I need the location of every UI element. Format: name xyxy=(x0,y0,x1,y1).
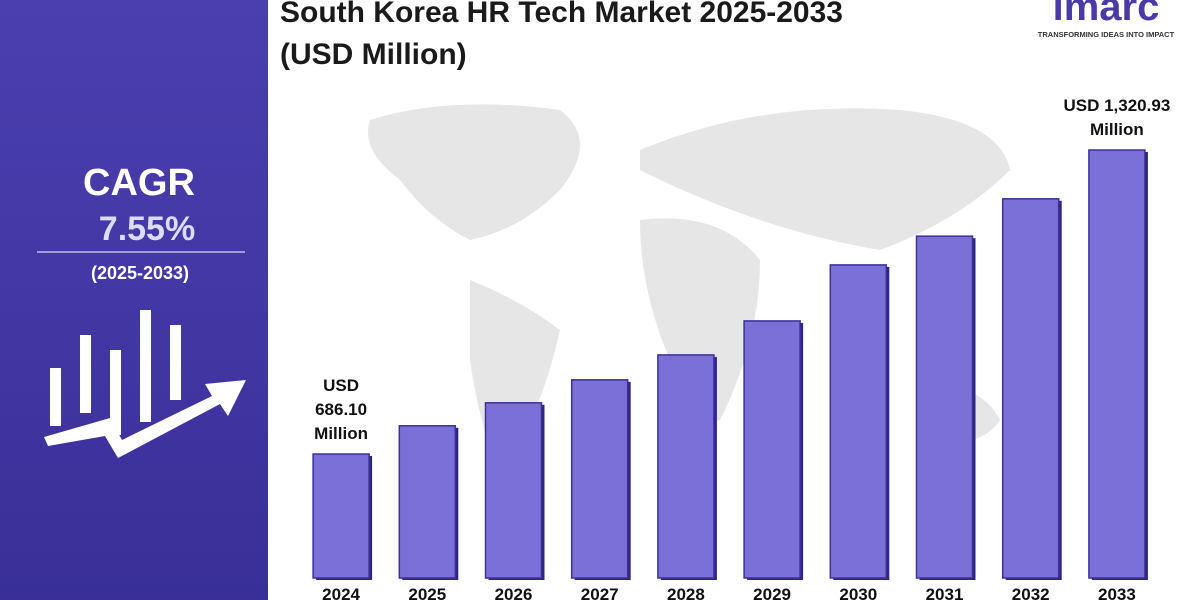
x-tick-label: 2032 xyxy=(1012,585,1050,600)
x-tick-label: 2027 xyxy=(581,585,619,600)
chart-title: South Korea HR Tech Market 2025-2033 xyxy=(280,0,843,29)
bar xyxy=(915,235,974,579)
bar xyxy=(484,402,543,579)
value-label: USD 1,320.93 Million xyxy=(1063,96,1171,139)
bar xyxy=(1088,149,1146,579)
logo-tagline: TRANSFORMING IDEAS INTO IMPACT xyxy=(1038,30,1175,39)
bar xyxy=(829,264,888,579)
bar xyxy=(570,379,629,579)
cagr-heading: CAGR xyxy=(83,162,195,204)
x-tick-label: 2029 xyxy=(753,585,791,600)
x-tick-label: 2024 xyxy=(322,585,360,600)
side-panel xyxy=(0,0,268,600)
x-tick-label: 2033 xyxy=(1098,585,1136,600)
bar xyxy=(398,425,457,579)
world-map xyxy=(368,104,1010,470)
logo-name: imarc xyxy=(1053,0,1160,29)
chart-subtitle: (USD Million) xyxy=(280,38,467,71)
growth-icon xyxy=(44,310,246,458)
x-tick-label: 2026 xyxy=(495,585,533,600)
value-label: USD 686.10 Million xyxy=(314,376,368,443)
bar xyxy=(312,453,370,579)
bar xyxy=(1001,198,1060,579)
x-tick-label: 2030 xyxy=(839,585,877,600)
bar xyxy=(743,320,801,579)
cagr-rate: 7.55% xyxy=(99,210,195,248)
bar xyxy=(657,354,715,579)
cagr-period: (2025-2033) xyxy=(91,263,189,283)
x-tick-label: 2028 xyxy=(667,585,705,600)
x-tick-label: 2025 xyxy=(408,585,446,600)
x-tick-label: 2031 xyxy=(926,585,964,600)
